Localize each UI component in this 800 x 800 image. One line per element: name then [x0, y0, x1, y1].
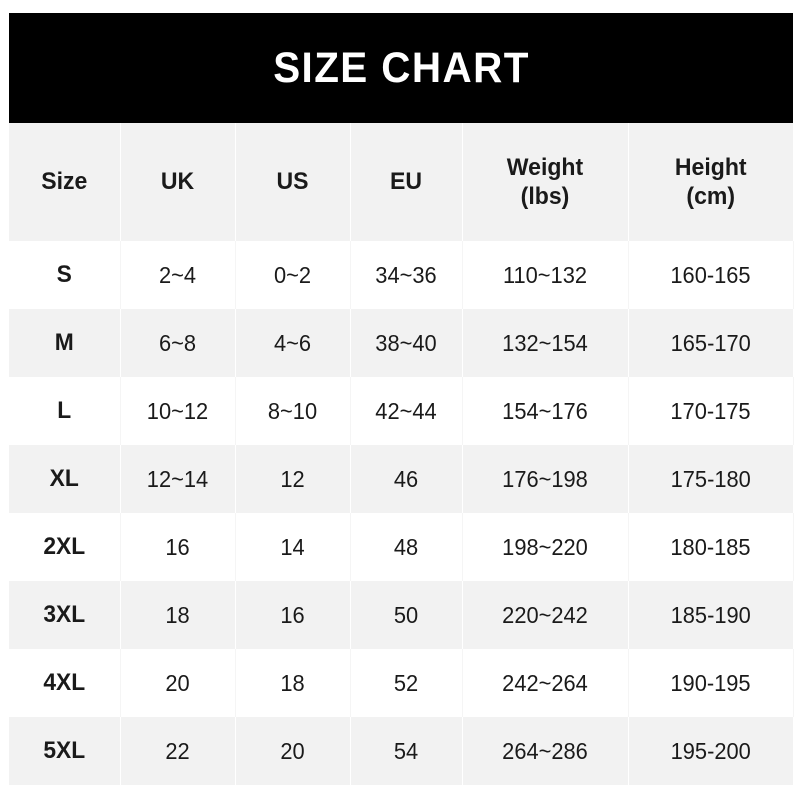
page-title: SIZE CHART [272, 43, 530, 92]
cell-eu: 46 [352, 445, 460, 513]
column-header-label: Height [674, 153, 747, 181]
column-header-label: Weight [506, 153, 584, 181]
cell-weight: 242~264 [466, 649, 625, 717]
cell-height: 160-165 [632, 241, 790, 309]
cell-size: 4XL [11, 649, 118, 717]
column-header-label: UK [160, 168, 195, 196]
cell-us: 16 [237, 581, 348, 649]
cell-height: 170-175 [632, 377, 790, 445]
cell-weight: 154~176 [466, 377, 625, 445]
cell-eu: 50 [352, 581, 460, 649]
cell-uk: 6~8 [122, 309, 233, 377]
cell-uk: 20 [122, 649, 233, 717]
table-row: 5XL 22 20 54 264~286 195-200 [9, 717, 793, 785]
cell-size: XL [11, 445, 118, 513]
column-header-unit: (cm) [686, 183, 736, 210]
cell-us: 12 [237, 445, 348, 513]
column-header-uk: UK [122, 123, 234, 241]
cell-uk: 10~12 [122, 377, 233, 445]
cell-size: M [11, 309, 118, 377]
column-header-eu: EU [352, 123, 461, 241]
cell-size: 3XL [11, 581, 118, 649]
cell-uk: 12~14 [122, 445, 233, 513]
column-header-us: US [237, 123, 349, 241]
cell-uk: 16 [122, 513, 233, 581]
column-header-weight: Weight (lbs) [465, 123, 626, 241]
column-header-height: Height (cm) [631, 123, 789, 241]
table-row: 3XL 18 16 50 220~242 185-190 [9, 581, 793, 649]
cell-eu: 54 [352, 717, 460, 785]
cell-us: 8~10 [237, 377, 348, 445]
cell-uk: 2~4 [122, 241, 233, 309]
cell-eu: 42~44 [352, 377, 460, 445]
cell-eu: 52 [352, 649, 460, 717]
cell-height: 185-190 [670, 601, 751, 628]
table-row: M 6~8 4~6 38~40 132~154 165-170 [9, 309, 793, 377]
cell-weight: 110~132 [466, 241, 625, 309]
cell-height: 195-200 [670, 737, 751, 764]
size-chart-table: Size UK US EU Weight (lbs) Height (cm) S 2~4 0~2 3… [9, 123, 794, 785]
cell-uk: 18 [122, 581, 233, 649]
cell-weight: 220~242 [466, 581, 625, 649]
cell-uk: 22 [122, 717, 233, 785]
cell-size: S [11, 241, 118, 309]
column-header-label: EU [389, 168, 423, 196]
cell-eu: 38~40 [352, 309, 460, 377]
cell-us: 4~6 [237, 309, 348, 377]
column-header-size: Size [11, 123, 119, 241]
cell-us: 20 [237, 717, 348, 785]
table-row: 4XL 20 18 52 242~264 190-195 [9, 649, 793, 717]
table-row: 2XL 16 14 48 198~220 180-185 [9, 513, 793, 581]
table-row: S 2~4 0~2 34~36 110~132 160-165 [9, 241, 793, 309]
column-header-unit: (lbs) [520, 183, 570, 210]
table-header-row: Size UK US EU Weight (lbs) Height (cm) [9, 123, 793, 241]
cell-us: 18 [237, 649, 348, 717]
cell-height: 165-170 [670, 329, 751, 356]
cell-height: 190-195 [632, 649, 790, 717]
cell-height: 175-180 [670, 465, 751, 492]
cell-us: 0~2 [237, 241, 348, 309]
cell-weight: 264~286 [466, 717, 625, 785]
cell-size: 2XL [11, 513, 118, 581]
cell-eu: 48 [352, 513, 460, 581]
cell-weight: 198~220 [466, 513, 625, 581]
cell-weight: 132~154 [466, 309, 625, 377]
cell-eu: 34~36 [352, 241, 460, 309]
cell-weight: 176~198 [466, 445, 625, 513]
cell-height: 180-185 [632, 513, 790, 581]
table-body: S 2~4 0~2 34~36 110~132 160-165 M 6~8 4~6 38~40 13… [9, 241, 793, 785]
cell-size: L [11, 377, 118, 445]
column-header-label: US [276, 168, 309, 196]
table-row: XL 12~14 12 46 176~198 175-180 [9, 445, 793, 513]
column-header-label: Size [41, 168, 88, 196]
table-row: L 10~12 8~10 42~44 154~176 170-175 [9, 377, 793, 445]
table-header: Size UK US EU Weight (lbs) Height (cm) [9, 123, 793, 241]
cell-us: 14 [237, 513, 348, 581]
size-chart-card: SIZE CHART Size UK US EU Weight (lbs) Height (c… [9, 13, 793, 787]
cell-size: 5XL [11, 717, 118, 785]
title-band: SIZE CHART [9, 13, 793, 123]
